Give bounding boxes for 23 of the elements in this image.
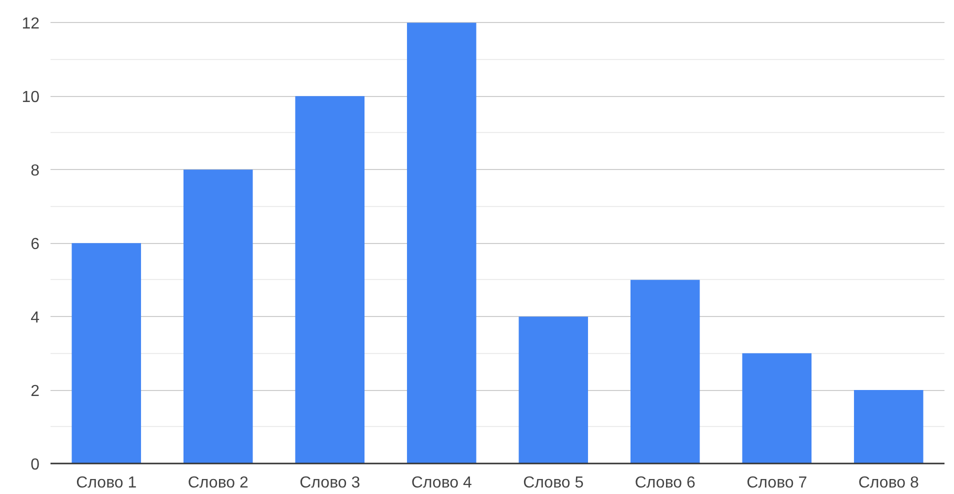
bar [72, 243, 142, 464]
x-tick-label: Слово 2 [188, 474, 248, 492]
x-tick-label: Слово 3 [300, 474, 360, 492]
x-tick-label: Слово 7 [746, 474, 808, 492]
x-tick-label: Слово 6 [634, 474, 696, 492]
bar [518, 316, 588, 464]
bar [295, 96, 365, 464]
x-tick-label: Слово 4 [411, 474, 472, 492]
y-tick-label: 6 [30, 236, 40, 254]
y-tick-label: 4 [30, 310, 40, 327]
bar [183, 170, 253, 464]
y-tick-label: 0 [30, 456, 40, 474]
bar [406, 22, 476, 464]
x-tick-label: Слово 1 [76, 474, 137, 492]
x-tick-label: Слово 5 [523, 474, 584, 492]
y-tick-label: 2 [30, 383, 40, 400]
bar [854, 390, 924, 464]
bar [630, 280, 700, 464]
y-tick-label: 8 [30, 162, 40, 180]
y-tick-label: 10 [22, 89, 40, 106]
bar [742, 353, 812, 464]
x-tick-label: Слово 8 [858, 474, 919, 492]
y-tick-label: 12 [22, 16, 40, 33]
